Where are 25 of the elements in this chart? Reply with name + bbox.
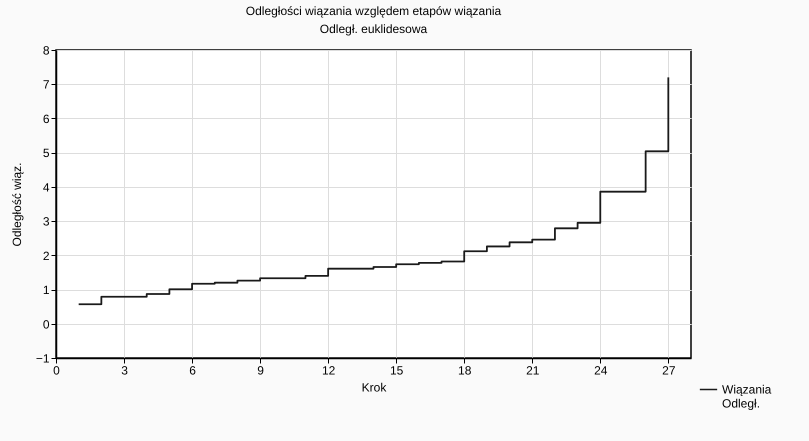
legend-label: Wiązania Odległ.: [722, 382, 772, 410]
y-tick-label: 3: [42, 214, 50, 229]
chart-title: Odległości wiązania względem etapów wiązania: [246, 4, 502, 18]
x-tick-label: 21: [526, 364, 540, 378]
x-tick-label: 27: [662, 364, 676, 378]
y-axis-title: Odległość wiąz.: [10, 162, 24, 247]
y-tick-label: 1: [42, 283, 50, 298]
y-tick-label: 4: [42, 180, 50, 194]
x-tick-label: 12: [322, 364, 336, 378]
y-tick-label: 6: [42, 112, 50, 126]
y-tick-label: 5: [42, 146, 50, 160]
chart-subtitle: Odległ. euklidesowa: [320, 22, 428, 36]
x-tick-label: 9: [257, 364, 264, 378]
y-tick-label: 8: [42, 44, 50, 58]
y-tick-label: 2: [42, 248, 50, 263]
x-tick-label: 6: [189, 364, 196, 378]
x-tick-label: 24: [594, 364, 608, 378]
y-tick-label: 7: [42, 78, 50, 92]
x-tick-label: 15: [390, 364, 404, 378]
x-tick-label: 18: [458, 364, 472, 378]
x-tick-label: 0: [53, 364, 60, 378]
x-tick-label: 3: [121, 364, 128, 378]
y-tick-label: −1: [36, 352, 50, 366]
y-tick-label: 0: [42, 317, 50, 332]
x-axis-title: Krok: [362, 380, 388, 394]
